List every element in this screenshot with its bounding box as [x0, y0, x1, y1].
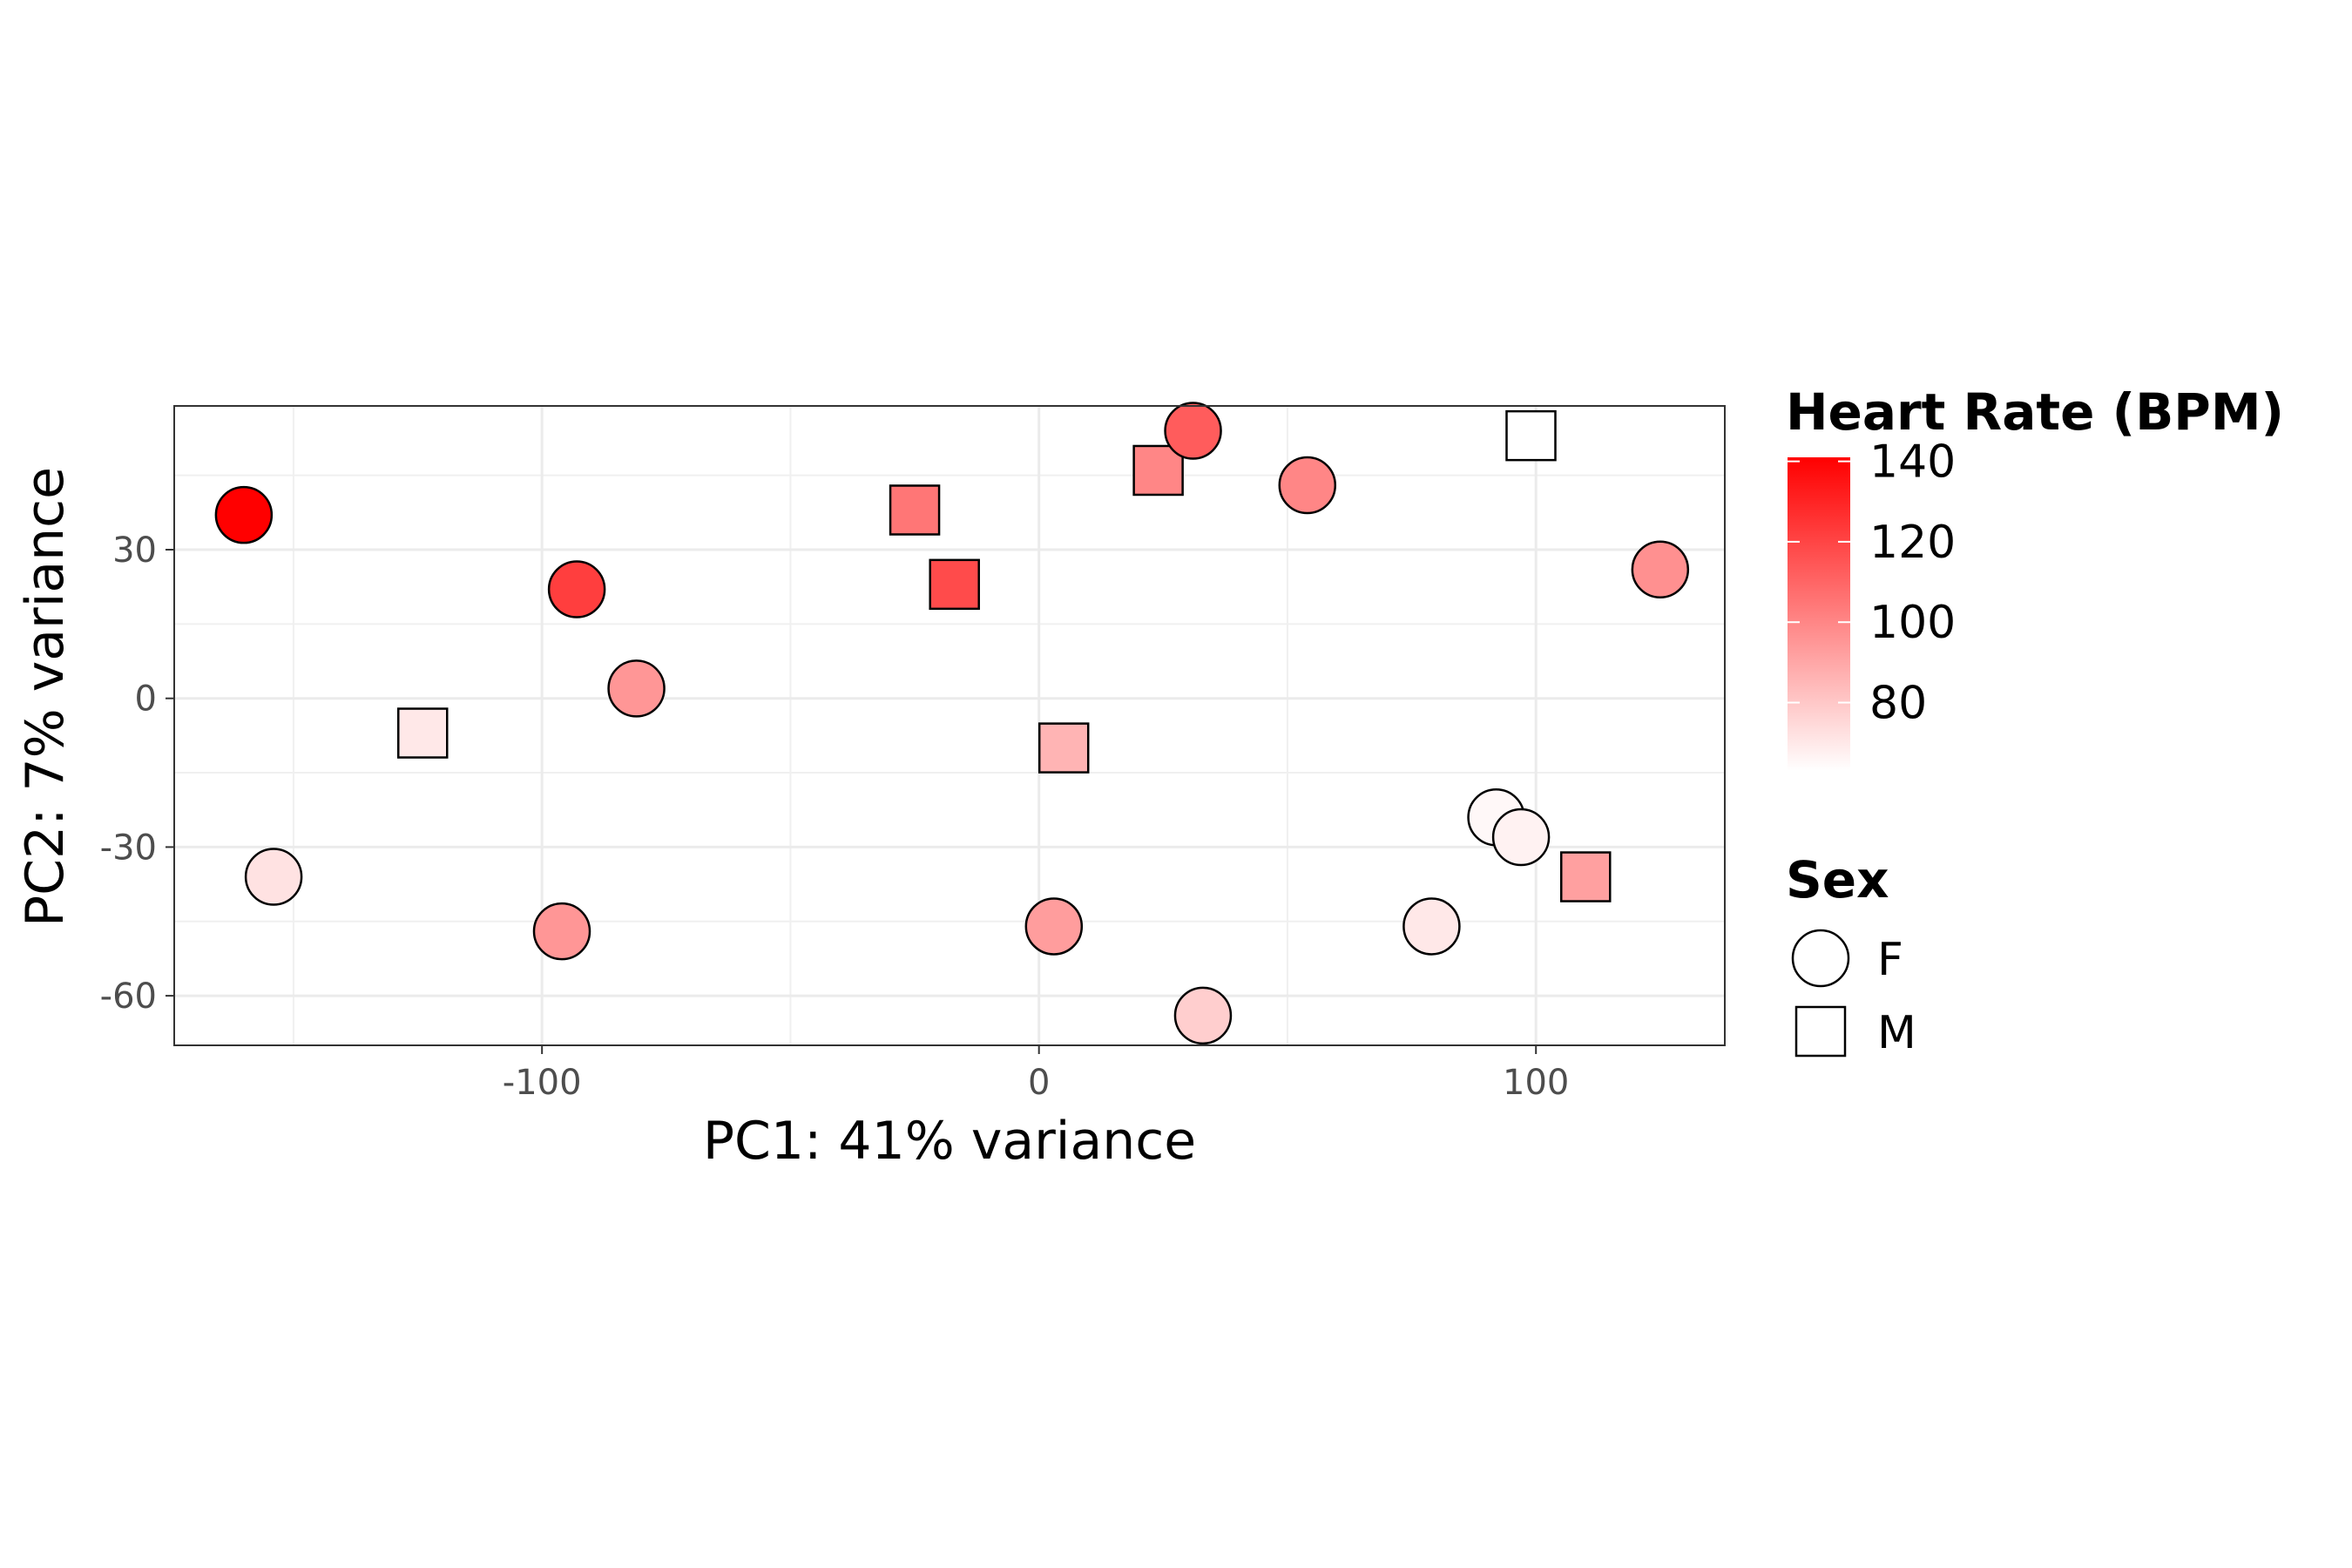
data-point-female: [1164, 402, 1222, 460]
data-point-male: [1037, 722, 1090, 774]
data-point-male: [929, 558, 980, 611]
x-tick-label: 100: [1503, 1063, 1569, 1103]
data-point-male: [889, 484, 941, 536]
data-point-male: [1560, 851, 1612, 902]
x-axis-title: PC1: 41% variance: [703, 1111, 1196, 1172]
data-point-female: [1173, 986, 1233, 1045]
data-point-male: [1132, 444, 1184, 497]
sex-legend-title: Sex: [1786, 850, 1889, 909]
colorbar-tick-label: 80: [1869, 678, 1927, 730]
colorbar-tick-label: 120: [1869, 517, 1956, 569]
heart-rate-legend: Heart Rate (BPM) 80 100 120 140: [1786, 382, 2284, 771]
legend-square-key: [1794, 1005, 1847, 1058]
legend-label-f: F: [1877, 934, 1903, 986]
data-point-female: [1024, 897, 1084, 956]
data-point-female: [547, 560, 606, 618]
data-point-female: [1278, 456, 1337, 515]
minor-gridlines: [174, 406, 1725, 1045]
data-point-female: [532, 902, 591, 961]
y-axis-ticks: -60 -30 0 30: [100, 531, 174, 1017]
data-point-female: [1402, 897, 1461, 956]
y-axis-title: PC2: 7% variance: [15, 467, 76, 927]
data-point-male: [1505, 409, 1557, 462]
y-tick-label: 0: [135, 679, 157, 720]
data-point-female: [1491, 808, 1551, 867]
plot-border: [173, 405, 1726, 1046]
y-tick-label: 30: [112, 531, 157, 571]
legend-circle-key: [1791, 929, 1850, 988]
data-point-male: [397, 707, 449, 759]
heart-rate-colorbar: [1788, 457, 1850, 771]
data-point-female: [1631, 540, 1690, 599]
data-point-female: [244, 848, 303, 906]
data-points: [214, 402, 1690, 1045]
legend-label-m: M: [1877, 1007, 1916, 1059]
y-tick-label: -30: [100, 828, 157, 868]
x-tick-label: -100: [503, 1063, 582, 1103]
x-axis-ticks: -100 0 100: [503, 1045, 1569, 1103]
major-gridlines: [174, 406, 1725, 1045]
data-point-female: [214, 485, 274, 544]
colorbar-ticks: 80 100 120 140: [1788, 436, 1956, 730]
colorbar-tick-label: 140: [1869, 436, 1956, 489]
sex-legend: Sex FM: [1786, 850, 1916, 1059]
plot-panel: [173, 402, 1726, 1046]
x-tick-label: 0: [1028, 1063, 1050, 1103]
heart-rate-legend-title: Heart Rate (BPM): [1786, 382, 2284, 442]
y-tick-label: -60: [100, 977, 157, 1017]
colorbar-tick-label: 100: [1869, 597, 1956, 649]
sex-legend-entries: FM: [1791, 929, 1916, 1059]
data-point-female: [607, 659, 666, 718]
